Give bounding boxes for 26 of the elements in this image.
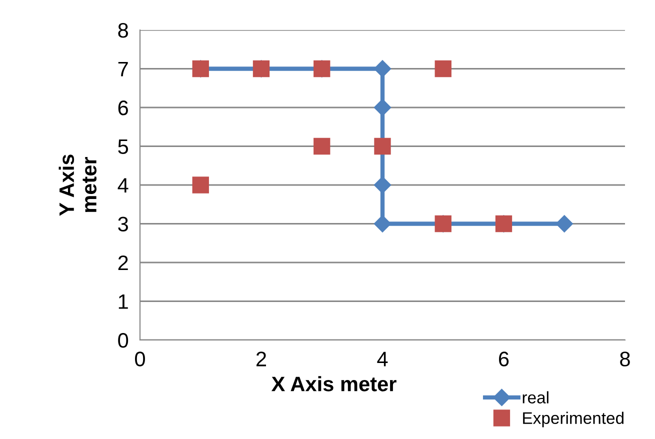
point bbox=[556, 215, 573, 232]
y-tick-label: 1 bbox=[118, 294, 128, 309]
x-axis-title: X Axis meter bbox=[271, 376, 396, 392]
point bbox=[374, 176, 392, 194]
x-tick-label: 8 bbox=[620, 352, 630, 366]
y-tick-label: 0 bbox=[118, 333, 128, 348]
legend-label: real bbox=[522, 391, 548, 404]
x-tick-label: 0 bbox=[135, 352, 145, 366]
y-axis-title: Y Axis meter bbox=[58, 154, 97, 216]
y-tick-label: 7 bbox=[118, 62, 128, 76]
y-tick-label: 3 bbox=[118, 216, 128, 232]
y-tick-label: 8 bbox=[118, 23, 128, 38]
point bbox=[374, 60, 392, 78]
point bbox=[374, 215, 392, 232]
y-tick-label: 6 bbox=[118, 100, 128, 116]
legend-label: Experimented bbox=[523, 412, 624, 428]
point bbox=[314, 138, 330, 155]
x-tick-label: 2 bbox=[256, 352, 266, 366]
y-tick-label: 4 bbox=[118, 178, 128, 193]
y-tick-label: 5 bbox=[118, 139, 128, 154]
point bbox=[374, 98, 392, 116]
point bbox=[192, 176, 209, 194]
x-tick-label: 6 bbox=[499, 352, 509, 366]
y-tick-label: 2 bbox=[118, 256, 128, 270]
point bbox=[434, 60, 452, 78]
x-tick-label: 4 bbox=[377, 352, 388, 366]
